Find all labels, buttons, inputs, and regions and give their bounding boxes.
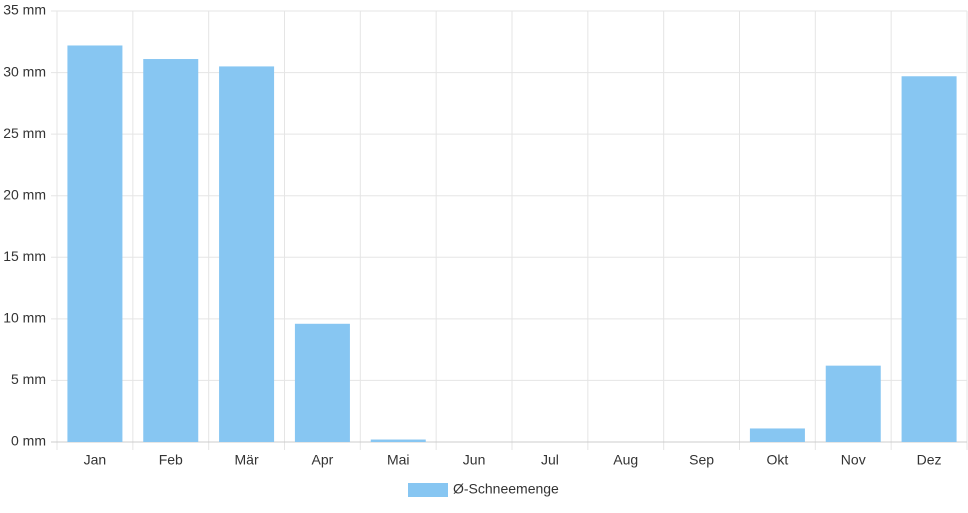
y-tick-label: 35 mm bbox=[3, 2, 46, 18]
x-tick-label: Jul bbox=[541, 452, 559, 468]
y-tick-label: 15 mm bbox=[3, 248, 46, 264]
x-tick-label: Dez bbox=[917, 452, 942, 468]
y-tick-label: 5 mm bbox=[11, 371, 46, 387]
x-tick-label: Jan bbox=[84, 452, 107, 468]
y-tick-label: 10 mm bbox=[3, 310, 46, 326]
bar bbox=[294, 323, 350, 442]
x-tick-label: Aug bbox=[613, 452, 638, 468]
y-tick-label: 0 mm bbox=[11, 433, 46, 449]
bar bbox=[67, 45, 123, 442]
x-tick-label: Sep bbox=[689, 452, 714, 468]
x-tick-label: Jun bbox=[463, 452, 486, 468]
x-tick-label: Mai bbox=[387, 452, 410, 468]
bar bbox=[901, 76, 957, 442]
bar bbox=[370, 439, 426, 442]
x-tick-label: Mär bbox=[235, 452, 259, 468]
bar bbox=[143, 59, 199, 442]
legend-label: Ø-Schneemenge bbox=[453, 481, 559, 497]
bar bbox=[825, 365, 881, 442]
y-tick-label: 25 mm bbox=[3, 125, 46, 141]
x-tick-label: Apr bbox=[312, 452, 334, 468]
bar bbox=[749, 428, 805, 442]
y-tick-label: 20 mm bbox=[3, 186, 46, 202]
x-tick-label: Okt bbox=[767, 452, 789, 468]
x-tick-label: Feb bbox=[159, 452, 183, 468]
x-tick-label: Nov bbox=[841, 452, 866, 468]
bar bbox=[219, 66, 275, 443]
y-tick-label: 30 mm bbox=[3, 63, 46, 79]
legend-swatch bbox=[408, 483, 448, 497]
